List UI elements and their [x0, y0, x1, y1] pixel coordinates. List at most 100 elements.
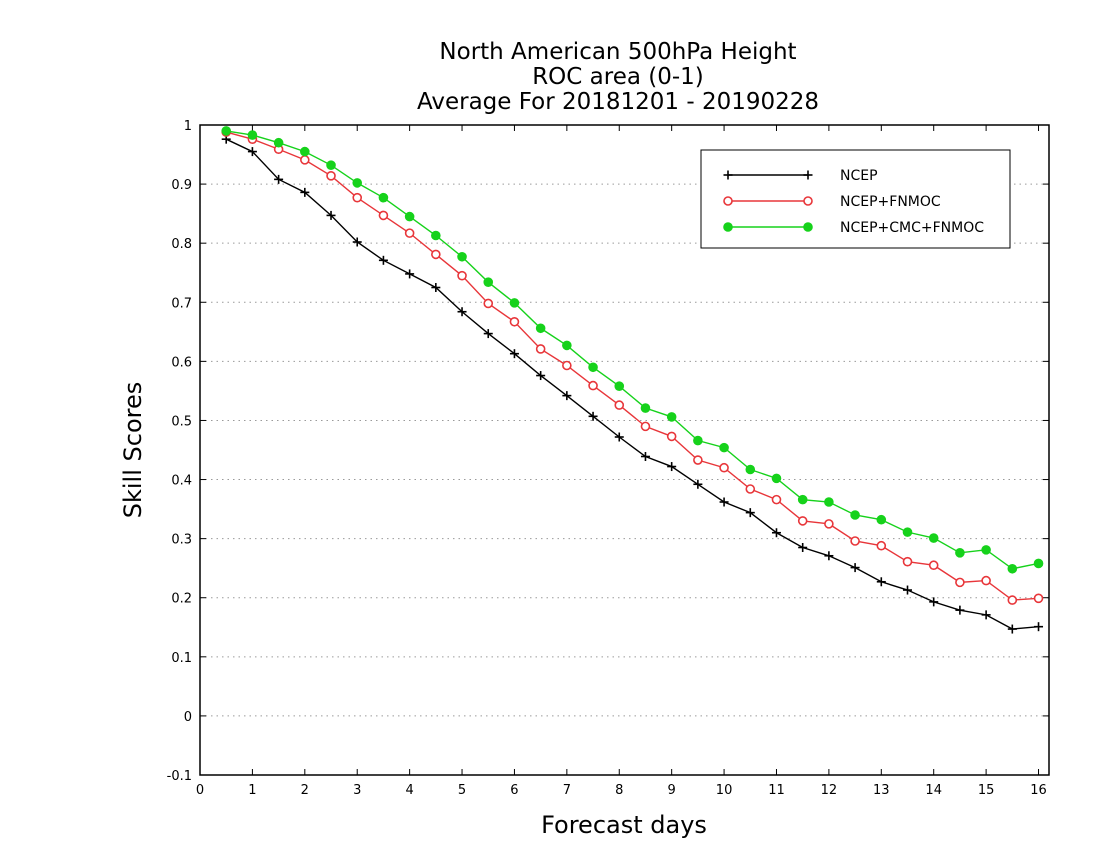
data-point [955, 577, 965, 588]
y-tick-label: 0.3 [171, 533, 192, 548]
data-point [326, 160, 336, 170]
y-tick-label: 0.8 [171, 237, 192, 252]
data-point [797, 516, 808, 526]
series-2 [221, 126, 1044, 574]
data-point [535, 344, 546, 354]
x-tick-label: 15 [978, 783, 995, 798]
data-point [1007, 595, 1018, 605]
data-point [850, 536, 860, 546]
data-point [483, 298, 494, 309]
data-point [562, 391, 572, 401]
data-point [719, 497, 729, 507]
data-point [903, 585, 912, 595]
x-tick-label: 13 [873, 783, 890, 798]
data-point [352, 237, 362, 247]
series-line [226, 131, 1039, 601]
data-point [850, 510, 860, 520]
data-point [588, 362, 598, 373]
data-point [1033, 593, 1044, 604]
data-point [273, 137, 284, 148]
y-tick-label: 0.2 [171, 592, 192, 607]
data-point [798, 543, 808, 552]
data-point [509, 349, 519, 359]
data-point [562, 340, 572, 351]
x-tick-label: 5 [458, 783, 466, 798]
legend-label: NCEP+FNMOC [840, 194, 941, 210]
legend-marker [723, 170, 733, 180]
data-point [693, 455, 703, 465]
x-tick-label: 2 [301, 783, 309, 798]
y-tick-label: 0.7 [171, 296, 192, 311]
y-tick-label: 0.4 [171, 474, 192, 489]
data-point [247, 130, 258, 140]
legend-marker [803, 222, 813, 232]
legend-marker [803, 196, 813, 206]
data-point [876, 514, 887, 525]
axis-ticks [199, 124, 1049, 776]
series-line [225, 138, 1039, 630]
data-point [509, 298, 520, 308]
data-point [352, 178, 363, 188]
data-point [378, 192, 389, 203]
data-point [247, 147, 257, 157]
data-point [588, 380, 598, 391]
y-tick-label: 0.1 [171, 651, 192, 666]
data-point [614, 381, 625, 391]
x-tick-label: 4 [405, 783, 413, 798]
data-point [1033, 558, 1044, 569]
legend-box [700, 149, 1011, 249]
x-axis-label: Forecast days [541, 811, 707, 839]
data-point [640, 421, 651, 432]
data-point [876, 540, 887, 551]
data-point [771, 473, 782, 484]
data-point [614, 400, 625, 410]
y-tick-label: 0.9 [171, 178, 192, 193]
x-tick-label: 6 [510, 783, 518, 798]
x-tick-label: 3 [353, 783, 361, 798]
data-point [771, 494, 782, 505]
data-point [719, 462, 729, 473]
data-point [955, 548, 965, 558]
x-tick-label: 0 [196, 783, 204, 798]
data-point [274, 174, 284, 184]
data-point [431, 283, 441, 292]
x-tick-label: 8 [615, 783, 623, 798]
data-series [221, 126, 1044, 634]
legend-label: NCEP+CMC+FNMOC [840, 220, 984, 236]
data-point [876, 577, 886, 587]
data-point [693, 435, 703, 446]
data-point [824, 497, 834, 507]
data-point [745, 464, 756, 475]
data-point [483, 329, 493, 339]
data-point [824, 519, 834, 529]
x-tick-label: 10 [716, 783, 733, 798]
data-point [300, 146, 310, 157]
x-axis-tick-labels: 0 1 2 3 4 5 6 7 8 9 10 11 12 13 14 15 16 [196, 783, 1047, 798]
y-tick-label: -0.1 [167, 769, 192, 784]
legend-item: NCEP [723, 168, 878, 184]
title-line-3: Average For 20181201 - 20190228 [417, 89, 819, 115]
x-tick-label: 9 [668, 783, 676, 798]
data-point [666, 431, 677, 442]
data-point [666, 412, 677, 422]
data-point [1007, 624, 1017, 634]
data-point [378, 210, 389, 221]
data-point [955, 605, 965, 615]
legend-label: NCEP [840, 168, 878, 184]
data-point [719, 442, 729, 453]
data-point [352, 192, 363, 203]
data-point [928, 560, 939, 571]
legend-item: NCEP+CMC+FNMOC [723, 220, 984, 236]
data-point [431, 230, 441, 241]
data-point [404, 211, 415, 222]
data-point [326, 171, 336, 181]
title-line-2: ROC area (0-1) [532, 64, 704, 90]
data-point [771, 528, 781, 538]
x-tick-label: 12 [821, 783, 838, 798]
data-point [745, 484, 756, 494]
data-point [378, 255, 388, 265]
data-point [221, 126, 232, 136]
data-point [902, 527, 913, 537]
data-point [535, 323, 546, 334]
